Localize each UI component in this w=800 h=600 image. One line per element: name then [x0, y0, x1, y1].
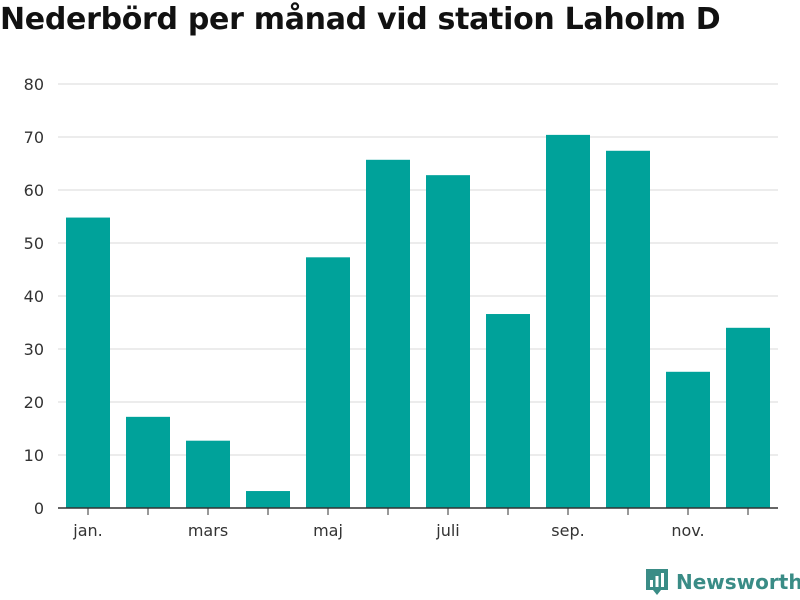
bar-okt	[606, 150, 650, 508]
y-tick-label: 20	[24, 393, 44, 412]
bar-jan	[66, 217, 110, 508]
bar-mars	[186, 440, 230, 508]
y-tick-label: 60	[24, 181, 44, 200]
newsworthy-brand: Newsworthy	[644, 568, 800, 596]
x-axis-ticks: jan. mars maj juli sep. nov.	[72, 508, 749, 540]
bar-feb	[126, 416, 170, 508]
x-tick-label: jan.	[72, 521, 102, 540]
y-tick-label: 40	[24, 287, 44, 306]
chart-title: Nederbörd per månad vid station Laholm D	[0, 2, 721, 37]
y-tick-label: 0	[34, 499, 44, 518]
gridlines	[58, 83, 778, 456]
bar-maj	[306, 257, 350, 508]
y-tick-label: 70	[24, 128, 44, 147]
x-tick-label: juli	[435, 521, 459, 540]
bar-nov	[666, 371, 710, 508]
bar-apr	[246, 491, 290, 508]
x-tick-label: mars	[188, 521, 228, 540]
brand-name: Newsworthy	[676, 570, 800, 594]
bar-juli	[426, 175, 470, 508]
bars	[66, 134, 770, 509]
x-tick-label: maj	[313, 521, 343, 540]
y-tick-label: 10	[24, 446, 44, 465]
x-tick-label: sep.	[551, 521, 584, 540]
bar-dec	[726, 327, 770, 508]
bar-sep	[546, 134, 590, 508]
y-tick-label: 30	[24, 340, 44, 359]
y-tick-label: 50	[24, 234, 44, 253]
newsworthy-logo-icon	[646, 569, 668, 595]
x-tick-label: nov.	[671, 521, 704, 540]
y-tick-label: 80	[24, 75, 44, 94]
y-axis-ticks: 0 10 20 30 40 50 60 70 80	[24, 75, 44, 518]
bar-aug	[486, 314, 530, 508]
bar-juni	[366, 159, 410, 509]
